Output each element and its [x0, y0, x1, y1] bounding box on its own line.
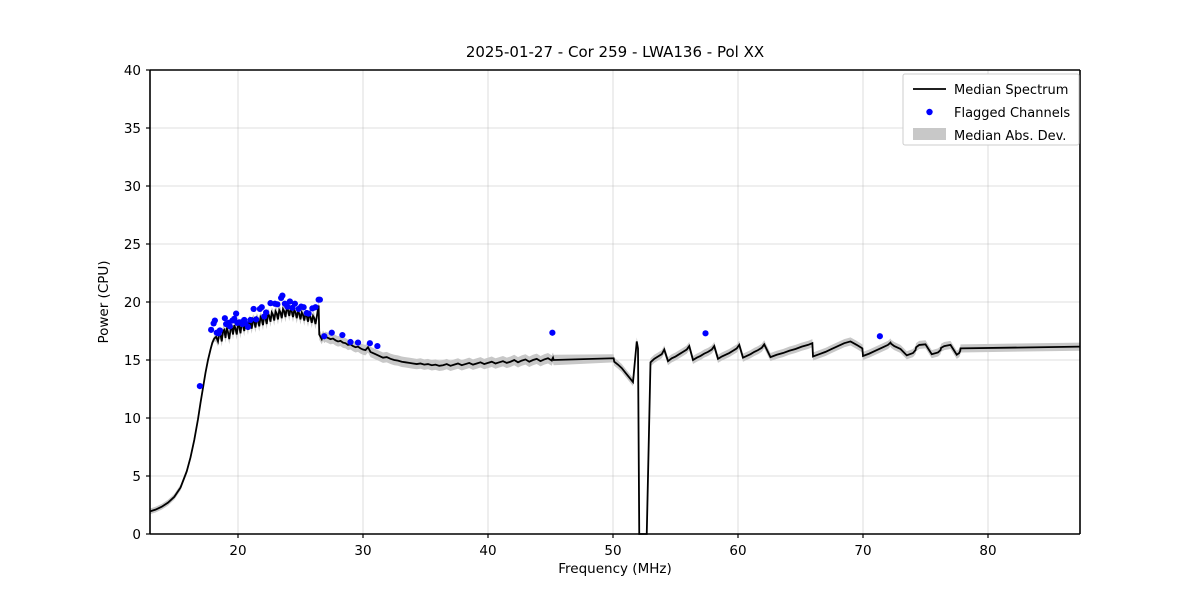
- flagged-channel-dot: [244, 323, 252, 331]
- flagged-channel-dot: [208, 326, 215, 333]
- flagged-channel-dot: [263, 309, 270, 316]
- flagged-channel-dot: [226, 323, 233, 330]
- y-tick-label: 30: [124, 179, 141, 195]
- x-tick-label: 40: [479, 543, 496, 559]
- x-tick-label: 30: [354, 543, 371, 559]
- flagged-channel-dot: [300, 304, 307, 311]
- flagged-channel-dot: [366, 340, 373, 347]
- x-tick-label: 70: [854, 543, 871, 559]
- flagged-channel-dot: [354, 339, 362, 346]
- median-spectrum-line: [149, 304, 1081, 535]
- x-tick-label: 80: [979, 543, 996, 559]
- flagged-channel-dot: [876, 333, 883, 340]
- mad-band-area: [150, 300, 1080, 534]
- legend-patch-swatch: [913, 128, 946, 140]
- flagged-channel-dot: [312, 304, 319, 311]
- flagged-channel-dot: [374, 342, 381, 350]
- x-tick-label: 60: [729, 543, 746, 559]
- flagged-channel-dot: [211, 317, 218, 324]
- flagged-channel-dot: [316, 296, 323, 303]
- legend-label-flagged-channels: Flagged Channels: [954, 106, 1070, 121]
- flagged-channel-dot: [221, 315, 228, 322]
- flagged-channel-dot: [328, 329, 335, 336]
- flagged-channel-dot: [347, 338, 354, 346]
- legend-label-median-abs-dev: Median Abs. Dev.: [954, 129, 1066, 144]
- flagged-channel-dot: [233, 310, 240, 317]
- legend-label-median-spectrum: Median Spectrum: [954, 83, 1068, 98]
- legend-dot-swatch: [926, 108, 933, 116]
- x-axis-label: Frequency (MHz): [558, 561, 671, 577]
- flagged-channel-dot: [250, 305, 257, 313]
- y-tick-label: 40: [124, 63, 141, 79]
- flagged-channel-dot: [196, 383, 203, 390]
- flagged-channel-dot: [253, 316, 260, 323]
- chart-title: 2025-01-27 - Cor 259 - LWA136 - Pol XX: [466, 43, 764, 61]
- y-tick-label: 25: [124, 237, 141, 253]
- x-tick-label: 20: [229, 543, 246, 559]
- y-axis-ticks: 0 5 10 15 20 25 30 35 40: [124, 63, 150, 543]
- y-tick-label: 0: [132, 527, 141, 543]
- flagged-channel-dot: [339, 331, 346, 339]
- flagged-channel-dot: [321, 333, 328, 340]
- y-tick-label: 20: [124, 295, 141, 311]
- flagged-channel-markers: [196, 292, 883, 390]
- y-axis-label: Power (CPU): [96, 260, 112, 343]
- y-tick-label: 10: [124, 411, 141, 427]
- flagged-channel-dot: [274, 301, 281, 308]
- flagged-channel-dot: [247, 316, 254, 324]
- flagged-channel-dot: [305, 310, 312, 317]
- y-tick-label: 5: [132, 469, 141, 485]
- y-tick-label: 15: [124, 353, 141, 369]
- x-tick-label: 50: [604, 543, 621, 559]
- flagged-channel-dot: [291, 300, 298, 307]
- flagged-channel-dot: [258, 304, 265, 311]
- chart-legend: Median Spectrum Flagged Channels Median …: [902, 73, 1080, 146]
- flagged-channel-dot: [286, 298, 293, 305]
- y-tick-label: 35: [124, 121, 141, 137]
- flagged-channel-dot: [284, 303, 291, 310]
- legend-box: [902, 73, 1080, 146]
- flagged-channel-dot: [216, 327, 223, 334]
- flagged-channel-dot: [702, 330, 709, 337]
- x-axis-ticks: 20 30 40 50 60 70 80: [229, 534, 997, 559]
- flagged-channel-dot: [549, 329, 556, 336]
- flagged-channel-dot: [279, 292, 286, 299]
